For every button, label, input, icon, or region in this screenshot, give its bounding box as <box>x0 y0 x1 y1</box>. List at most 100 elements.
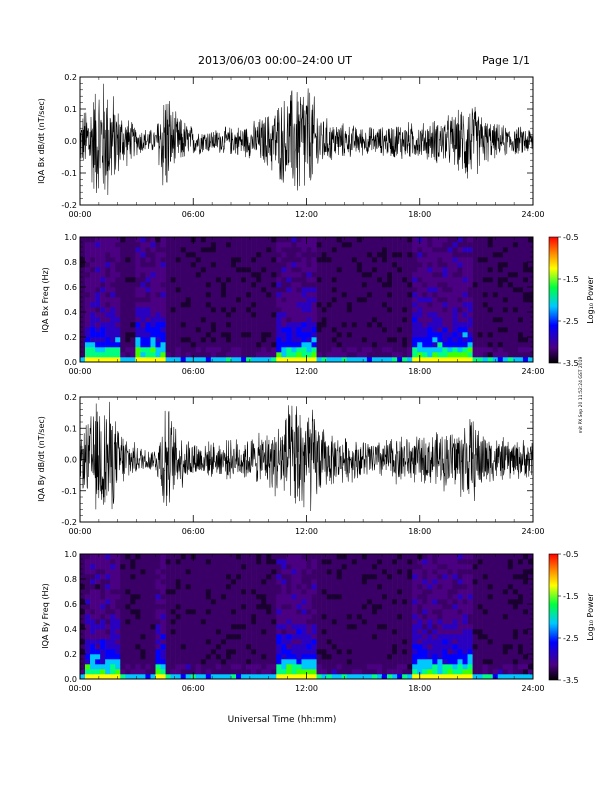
spectrogram-cell <box>296 317 302 323</box>
spectrogram-cell <box>145 307 151 313</box>
spectrogram-cell <box>326 669 332 675</box>
spectrogram-cell <box>301 579 307 585</box>
spectrogram-cell <box>95 644 101 650</box>
spectrogram-cell <box>452 342 458 348</box>
spectrogram-cell <box>301 257 307 263</box>
x-tick-label: 12:00 <box>295 367 318 376</box>
spectrogram-cell <box>140 629 146 635</box>
spectrogram-cell <box>160 564 166 570</box>
spectrogram-cell <box>210 297 217 303</box>
spectrogram-cell <box>296 559 302 565</box>
spectrogram-cell <box>205 604 212 610</box>
spectrogram-cell <box>85 327 91 333</box>
spectrogram-cell <box>225 302 232 308</box>
spectrogram-cell <box>336 272 343 278</box>
spectrogram-cell <box>407 307 413 313</box>
spectrogram-cell <box>180 634 186 640</box>
spectrogram-cell <box>236 337 242 343</box>
spectrogram-cell <box>120 327 126 333</box>
spectrogram-cell <box>452 614 458 620</box>
spectrogram-cell <box>85 564 91 570</box>
spectrogram-cell <box>95 669 101 675</box>
spectrogram-cell <box>215 654 222 660</box>
spectrogram-cell <box>281 554 287 560</box>
spectrogram-cell <box>331 292 337 298</box>
spectrogram-cell <box>487 564 494 570</box>
spectrogram-cell <box>170 569 176 575</box>
spectrogram-cell <box>306 589 312 595</box>
spectrogram-cell <box>487 619 494 625</box>
spectrogram-cell <box>477 599 483 605</box>
spectrogram-cell <box>205 312 212 318</box>
spectrogram-cell <box>145 342 151 348</box>
spectrogram-cell <box>251 639 257 645</box>
spectrogram-cell <box>246 292 252 298</box>
spectrogram-cell <box>371 559 378 565</box>
spectrogram-cell <box>155 342 161 348</box>
spectrogram-cell <box>447 262 453 268</box>
spectrogram-cell <box>231 327 237 333</box>
spectrogram-cell <box>371 347 378 353</box>
spectrogram-cell <box>371 282 378 288</box>
spectrogram-cell <box>145 312 151 318</box>
spectrogram-cell <box>225 297 232 303</box>
spectrogram-cell <box>442 357 448 363</box>
spectrogram-cell <box>215 277 222 283</box>
spectrogram-cell <box>447 609 453 615</box>
spectrogram-cell <box>80 644 86 650</box>
spectrogram-cell <box>522 624 529 630</box>
spectrogram-cell <box>351 312 358 318</box>
spectrogram-cell <box>155 579 161 585</box>
y-tick-label: 0.2 <box>64 333 77 342</box>
spectrogram-cell <box>220 247 227 253</box>
spectrogram-cell <box>452 659 458 665</box>
spectrogram-cell <box>336 357 343 363</box>
spectrogram-cell <box>457 357 463 363</box>
spectrogram-cell <box>371 267 378 273</box>
spectrogram-cell <box>135 674 141 680</box>
spectrogram-cell <box>442 609 448 615</box>
spectrogram-cell <box>85 594 91 600</box>
spectrogram-cell <box>432 569 438 575</box>
spectrogram-cell <box>90 619 96 625</box>
spectrogram-cell <box>145 554 151 560</box>
spectrogram-cell <box>512 257 519 263</box>
spectrogram-cell <box>306 564 312 570</box>
spectrogram-cell <box>472 554 478 560</box>
spectrogram-cell <box>492 327 499 333</box>
spectrogram-cell <box>95 257 101 263</box>
spectrogram-cell <box>387 247 393 253</box>
spectrogram-cell <box>231 337 237 343</box>
spectrogram-cell <box>210 282 217 288</box>
spectrogram-cell <box>487 654 494 660</box>
spectrogram-cell <box>80 237 86 243</box>
spectrogram-cell <box>437 252 443 258</box>
spectrogram-cell <box>326 639 332 645</box>
spectrogram-cell <box>195 287 202 293</box>
spectrogram-cell <box>266 247 272 253</box>
spectrogram-cell <box>266 574 272 580</box>
spectrogram-cell <box>175 272 181 278</box>
spectrogram-cell <box>447 257 453 263</box>
spectrogram-cell <box>296 262 302 268</box>
spectrogram-cell <box>467 584 473 590</box>
spectrogram-cell <box>175 337 181 343</box>
spectrogram-cell <box>286 559 292 565</box>
spectrogram-cell <box>301 669 307 675</box>
spectrogram-cell <box>482 664 488 670</box>
spectrogram-cell <box>80 574 86 580</box>
spectrogram-cell <box>392 619 398 625</box>
spectrogram-cell <box>412 247 418 253</box>
spectrogram-cell <box>472 297 478 303</box>
spectrogram-cell <box>120 307 126 313</box>
spectrogram-cell <box>170 262 176 268</box>
spectrogram-cell <box>402 297 408 303</box>
spectrogram-cell <box>291 614 297 620</box>
spectrogram-cell <box>135 594 141 600</box>
spectrogram-cell <box>220 347 227 353</box>
spectrogram-cell <box>291 352 297 358</box>
spectrogram-cell <box>412 282 418 288</box>
x-tick-label: 00:00 <box>68 684 91 693</box>
spectrogram-cell <box>477 609 483 615</box>
spectrogram-cell <box>326 589 332 595</box>
